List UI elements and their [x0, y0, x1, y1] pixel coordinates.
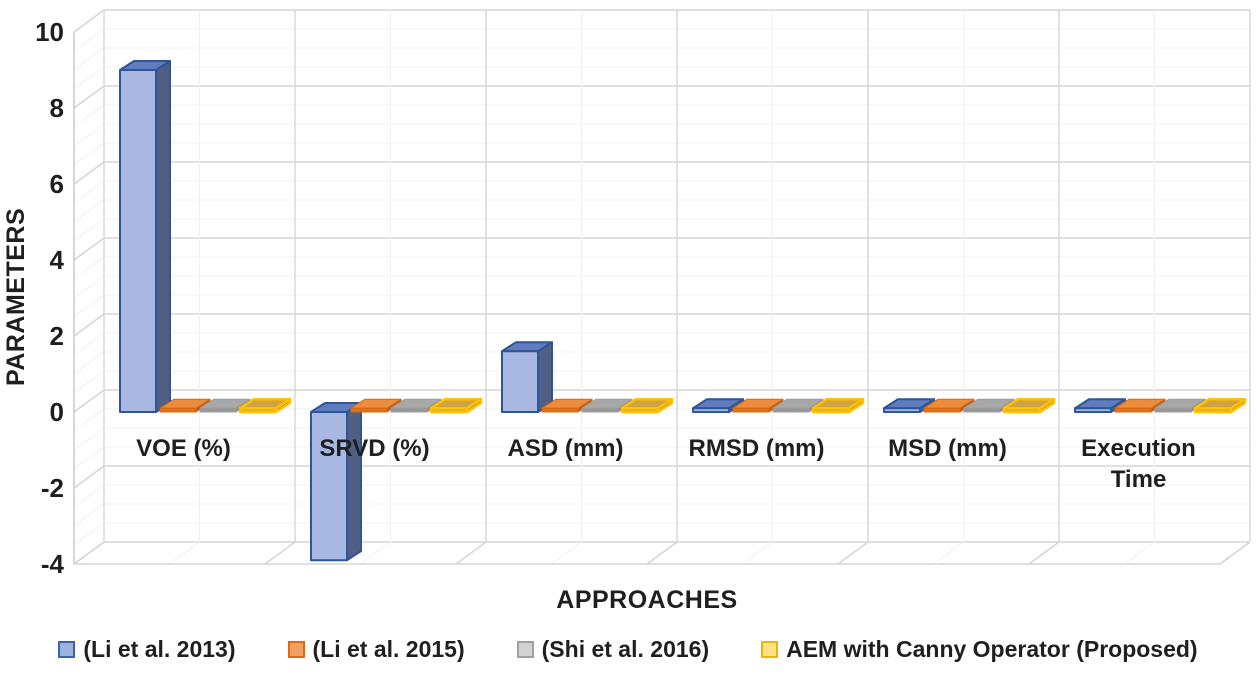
y-axis-tick-labels: 10 8 6 4 2 0 -2 -4 — [35, 17, 64, 579]
category-label: VOE (%) — [136, 435, 231, 462]
category-label: SRVD (%) — [319, 435, 429, 462]
y-tick-label: 8 — [50, 93, 64, 123]
legend-swatch-icon — [287, 641, 305, 658]
bar-1-rmsd-mm- — [732, 398, 784, 413]
bar-3-voe- — [238, 397, 292, 414]
legend-swatch-icon — [761, 641, 779, 658]
bar-0-srvd- — [310, 402, 362, 562]
y-tick-label: 6 — [50, 169, 64, 199]
bar-1-voe- — [159, 398, 211, 413]
legend-swatch-icon — [58, 641, 76, 658]
bar-0-asd-mm- — [501, 341, 553, 413]
bar-3-msd-mm- — [1002, 397, 1056, 414]
legend-item: (Li et al. 2015) — [287, 636, 465, 663]
bar-2-execution-time — [1154, 398, 1206, 413]
gridlines — [73, 9, 1251, 565]
category-label: ASD (mm) — [507, 435, 623, 462]
y-axis-title: PARAMETERS — [2, 208, 30, 386]
bar-1-execution-time — [1114, 398, 1166, 413]
bar-0-rmsd-mm- — [692, 398, 744, 413]
legend-item: AEM with Canny Operator (Proposed) — [761, 636, 1198, 663]
y-tick-label: 4 — [50, 245, 65, 275]
legend-swatch-icon — [516, 641, 534, 658]
bar-3-asd-mm- — [620, 397, 674, 414]
legend-label: (Li et al. 2013) — [83, 636, 236, 662]
legend-label: (Li et al. 2015) — [312, 636, 465, 662]
y-tick-label: 10 — [35, 17, 64, 47]
bar-3-execution-time — [1193, 397, 1247, 414]
x-axis-category-labels: VOE (%) SRVD (%) ASD (mm) RMSD (mm) MSD (mm)… — [136, 435, 1196, 493]
bar-1-asd-mm- — [541, 398, 593, 413]
category-label: RMSD (mm) — [689, 435, 825, 462]
y-tick-label: -2 — [41, 473, 64, 503]
x-axis-title: APPROACHES — [556, 586, 737, 614]
category-label: Execution — [1081, 435, 1196, 462]
chart-canvas: PARAMETERS APPROACHES 10 8 6 4 2 0 -2 -4 VOE (%)… — [2, 9, 1251, 614]
category-label: MSD (mm) — [888, 435, 1007, 462]
bars — [119, 60, 1247, 562]
y-tick-label: 0 — [50, 397, 64, 427]
legend-label: (Shi et al. 2016) — [541, 636, 710, 662]
bar-0-voe- — [119, 60, 171, 413]
legend-item: (Li et al. 2013) — [58, 636, 236, 663]
bar-2-asd-mm- — [581, 398, 633, 413]
legend-label: AEM with Canny Operator (Proposed) — [786, 636, 1198, 662]
bar-3-srvd- — [429, 397, 483, 414]
legend-item: (Shi et al. 2016) — [516, 636, 710, 663]
legend: (Li et al. 2013) (Li et al. 2015) (Shi et … — [0, 626, 1256, 663]
bar-1-srvd- — [350, 398, 402, 413]
category-label: Time — [1111, 466, 1167, 493]
bar-0-msd-mm- — [883, 398, 935, 413]
bar-2-voe- — [199, 398, 251, 413]
y-tick-label: -4 — [41, 549, 65, 579]
bar-3-rmsd-mm- — [811, 397, 865, 414]
y-tick-label: 2 — [50, 321, 64, 351]
